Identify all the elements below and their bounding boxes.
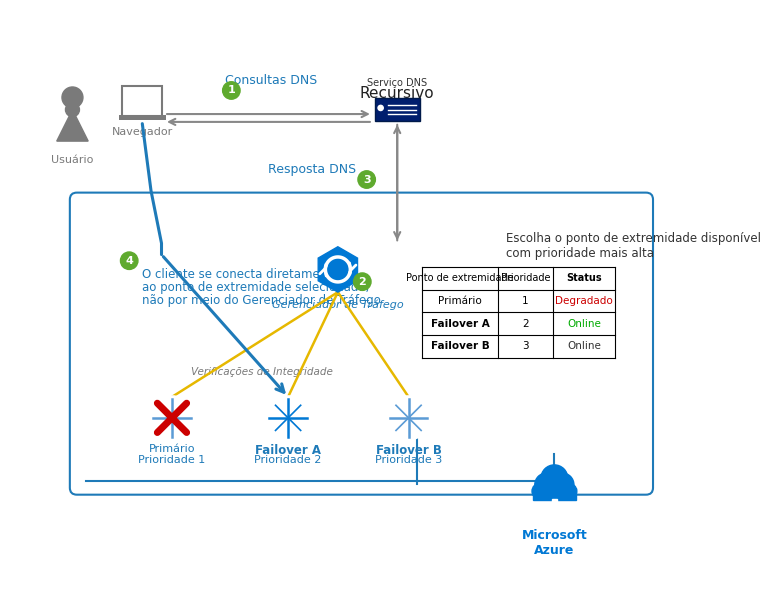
Circle shape: [378, 106, 383, 110]
FancyBboxPatch shape: [119, 115, 166, 120]
Text: O cliente se conecta diretamente: O cliente se conecta diretamente: [142, 268, 339, 281]
FancyBboxPatch shape: [374, 98, 420, 121]
Text: Ponto de extremidade: Ponto de extremidade: [406, 273, 514, 283]
Text: Verificações de Integridade: Verificações de Integridade: [191, 367, 333, 377]
Text: Failover A: Failover A: [431, 319, 490, 329]
Text: Failover A: Failover A: [255, 444, 321, 457]
Text: Gerenciador de Tráfego: Gerenciador de Tráfego: [272, 299, 404, 310]
Text: Online: Online: [567, 319, 601, 329]
Text: não por meio do Gerenciador de Tráfego: não por meio do Gerenciador de Tráfego: [142, 294, 381, 307]
Text: Consultas DNS: Consultas DNS: [225, 74, 317, 86]
Text: Microsoft
Azure: Microsoft Azure: [522, 529, 587, 557]
Circle shape: [161, 406, 183, 430]
Circle shape: [551, 502, 558, 508]
Text: Prioridade 2: Prioridade 2: [254, 455, 322, 466]
FancyBboxPatch shape: [552, 499, 557, 506]
Circle shape: [561, 484, 576, 499]
Text: 4: 4: [126, 256, 133, 266]
Circle shape: [353, 273, 371, 290]
Polygon shape: [318, 247, 357, 292]
Circle shape: [397, 406, 420, 430]
Circle shape: [388, 397, 430, 439]
Text: Degradado: Degradado: [555, 296, 613, 306]
Text: Navegador: Navegador: [112, 127, 173, 137]
Circle shape: [532, 484, 548, 499]
Polygon shape: [57, 110, 88, 141]
Circle shape: [535, 473, 558, 496]
Circle shape: [541, 465, 568, 492]
Circle shape: [151, 397, 193, 439]
Text: ao ponto de extremidade selecionado,: ao ponto de extremidade selecionado,: [142, 281, 370, 294]
Circle shape: [120, 252, 138, 269]
Text: Status: Status: [566, 273, 602, 283]
Circle shape: [222, 82, 240, 99]
Text: Primário: Primário: [149, 444, 195, 454]
Text: Serviço DNS: Serviço DNS: [367, 79, 427, 88]
Text: Recursivo: Recursivo: [360, 86, 434, 101]
Text: 2: 2: [359, 277, 366, 287]
Text: Prioridade 1: Prioridade 1: [138, 455, 206, 466]
Circle shape: [62, 87, 83, 108]
Text: Prioridade 3: Prioridade 3: [375, 455, 442, 466]
Text: Failover B: Failover B: [431, 341, 490, 351]
Circle shape: [277, 406, 300, 430]
Circle shape: [551, 473, 574, 496]
Text: 1: 1: [228, 85, 236, 95]
Text: Prioridade: Prioridade: [501, 273, 551, 283]
Circle shape: [358, 171, 375, 188]
FancyBboxPatch shape: [122, 86, 162, 116]
Circle shape: [66, 103, 80, 116]
Text: Failover B: Failover B: [376, 444, 441, 457]
Text: 3: 3: [523, 341, 529, 351]
Text: Primário: Primário: [438, 296, 482, 306]
Text: 2: 2: [523, 319, 529, 329]
Text: Usuário: Usuário: [51, 155, 94, 165]
Text: Online: Online: [567, 341, 601, 351]
Text: Resposta DNS: Resposta DNS: [268, 163, 356, 176]
Circle shape: [267, 397, 309, 439]
FancyBboxPatch shape: [533, 488, 576, 500]
Text: 1: 1: [523, 296, 529, 306]
Text: 3: 3: [363, 175, 370, 185]
Text: Escolha o ponto de extremidade disponível
com prioridade mais alta: Escolha o ponto de extremidade disponíve…: [506, 232, 761, 260]
